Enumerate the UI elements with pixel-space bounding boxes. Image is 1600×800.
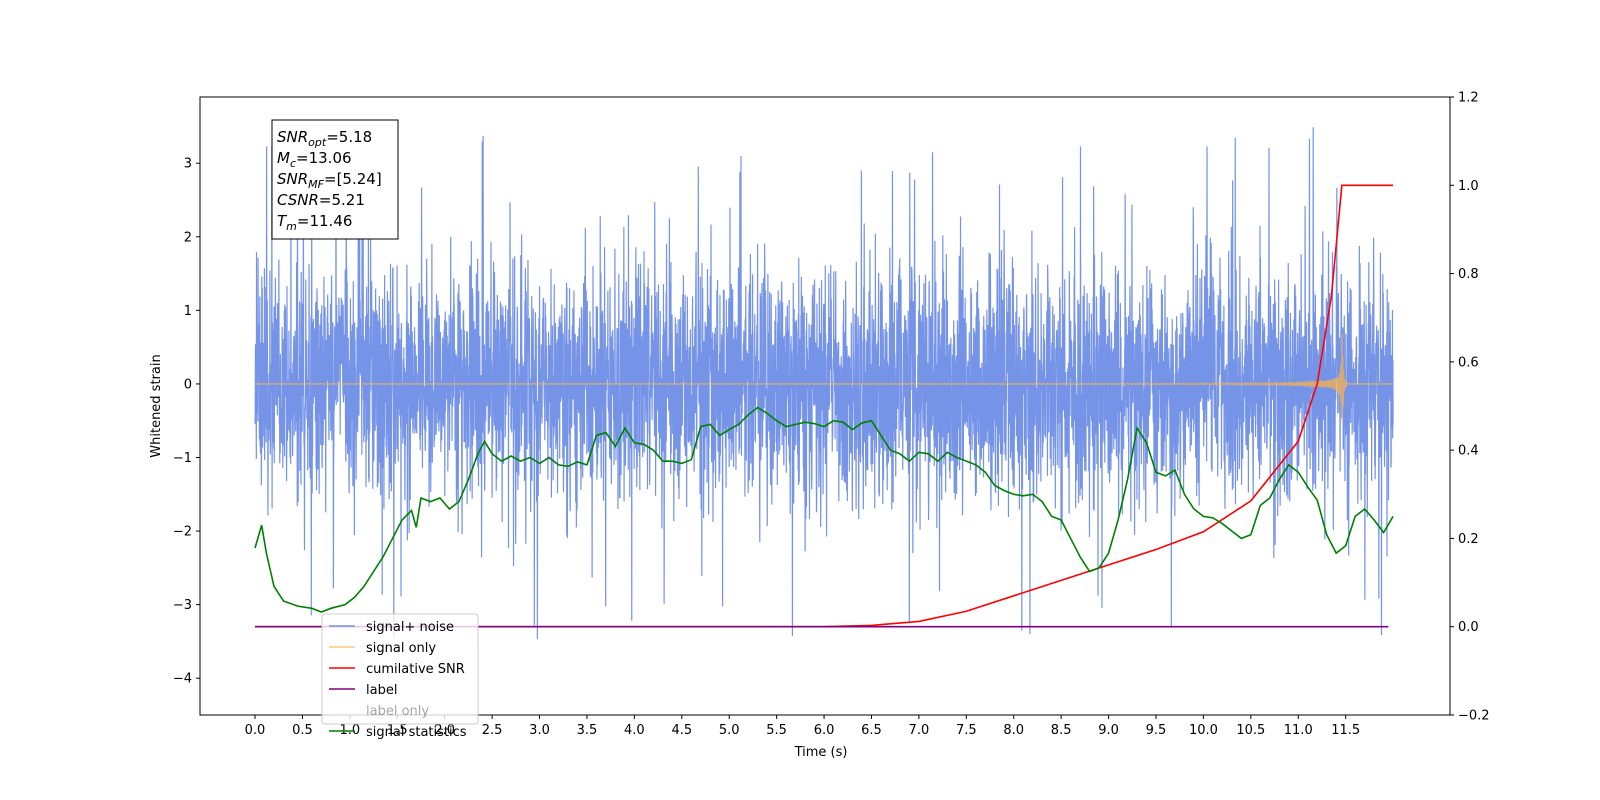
legend-label: signal statistics: [366, 725, 467, 740]
annotation-subscript: opt: [308, 136, 327, 149]
legend-label: signal only: [366, 641, 436, 656]
x-axis-label: Time (s): [794, 745, 848, 760]
annotation-value: =11.46: [297, 212, 353, 230]
x-tick-label: 3.0: [529, 723, 550, 738]
signal-plus-noise-line: [254, 127, 1394, 640]
annotation-line: Tm=11.46: [277, 212, 352, 233]
x-tick-label: 8.0: [1003, 723, 1024, 738]
legend-frame: [321, 613, 479, 725]
y-axis-label: Whitened strain: [149, 354, 164, 457]
legend: signal+ noise signal only cumilative SNR la…: [321, 613, 479, 740]
signal-statistics-series: [254, 406, 1394, 613]
x-tick-label: 2.0: [434, 723, 455, 738]
annotation-subscript: c: [290, 157, 296, 170]
annotation-subscript: MF: [308, 178, 324, 191]
y-tick-label: 2: [184, 230, 192, 245]
y2-tick-label: 0.4: [1458, 444, 1479, 459]
x-tick-label: 10.5: [1236, 723, 1265, 738]
annotation-line: SNRopt=5.18: [277, 128, 372, 149]
annotation-symbol: T: [277, 212, 288, 230]
x-tick-label: 5.5: [766, 723, 787, 738]
annotation-value: =[5.24]: [324, 170, 382, 188]
annotation-line: Mc=13.06: [277, 149, 352, 170]
y-tick-label: −1: [173, 451, 192, 466]
y-tick-label: −2: [173, 525, 192, 540]
y-tick-label: −3: [173, 598, 192, 613]
x-tick-label: 6.5: [861, 723, 882, 738]
parameters-annotation-box: SNRopt=5.18Mc=13.06SNRMF=[5.24]CSNR=5.21…: [271, 119, 399, 240]
x-tick-label: 3.5: [577, 723, 598, 738]
y2-tick-label: 0.0: [1458, 620, 1479, 635]
cumilative-snr-line: [255, 184, 1394, 628]
annotation-symbol: CSNR: [277, 191, 319, 209]
annotation-subscript: m: [286, 220, 297, 233]
y-tick-label: 0: [184, 377, 192, 392]
secondary-y-axis-ticks: −0.2 0.0 0.2 0.4 0.6 0.8 1.0 1.2: [1450, 91, 1490, 724]
x-tick-label: 6.0: [814, 723, 835, 738]
annotation-value: =13.06: [296, 149, 352, 167]
x-axis-ticks: 0.0 0.5 1.0 1.5 2.0 2.5 3.0 3.5 4.0 4.5 5.0 5.5 6.0 6…: [245, 715, 1360, 738]
legend-label: label: [366, 683, 397, 698]
annotation-symbol: SNR: [277, 170, 308, 188]
y2-tick-label: 0.2: [1458, 532, 1479, 547]
x-tick-label: 7.0: [909, 723, 930, 738]
plot-frame: [199, 96, 1451, 716]
x-tick-label: 0.0: [245, 723, 266, 738]
x-tick-label: 11.5: [1331, 723, 1360, 738]
legend-label: label only: [366, 704, 429, 719]
annotation-value: =5.21: [319, 191, 365, 209]
annotation-box-frame: [271, 119, 399, 240]
y2-tick-label: 1.0: [1458, 179, 1479, 194]
annotation-line: CSNR=5.21: [277, 191, 365, 209]
x-tick-label: 10.0: [1189, 723, 1218, 738]
annotation-value: =5.18: [326, 128, 372, 146]
x-tick-label: 9.5: [1146, 723, 1167, 738]
y2-tick-label: 1.2: [1458, 91, 1479, 106]
cumilative-snr-series: [255, 184, 1394, 628]
x-tick-label: 8.5: [1051, 723, 1072, 738]
signal-statistics-line: [254, 406, 1394, 613]
x-tick-label: 1.5: [387, 723, 408, 738]
x-tick-label: 5.0: [719, 723, 740, 738]
legend-label: signal+ noise: [366, 620, 454, 635]
annotation-symbol: M: [277, 149, 290, 167]
x-tick-label: 4.5: [671, 723, 692, 738]
annotation-line: SNRMF=[5.24]: [277, 170, 382, 191]
y2-tick-label: −0.2: [1458, 709, 1490, 724]
y2-tick-label: 0.6: [1458, 355, 1479, 370]
x-tick-label: 9.0: [1098, 723, 1119, 738]
annotation-symbol: SNR: [277, 128, 308, 146]
x-tick-label: 2.5: [482, 723, 503, 738]
y2-tick-label: 0.8: [1458, 267, 1479, 282]
y-tick-label: 3: [184, 157, 192, 172]
y-axis-ticks: −4 −3 −2 −1 0 1 2 3: [173, 157, 200, 687]
x-tick-label: 4.0: [624, 723, 645, 738]
y-tick-label: −4: [173, 672, 192, 687]
x-tick-label: 0.5: [292, 723, 313, 738]
x-tick-label: 11.0: [1284, 723, 1313, 738]
x-tick-label: 7.5: [956, 723, 977, 738]
signal-only-line: [254, 333, 1394, 423]
signal-only-series: [254, 333, 1394, 423]
signal-plus-noise-series: [254, 127, 1394, 640]
legend-label: cumilative SNR: [366, 662, 465, 677]
y-tick-label: 1: [184, 304, 192, 319]
